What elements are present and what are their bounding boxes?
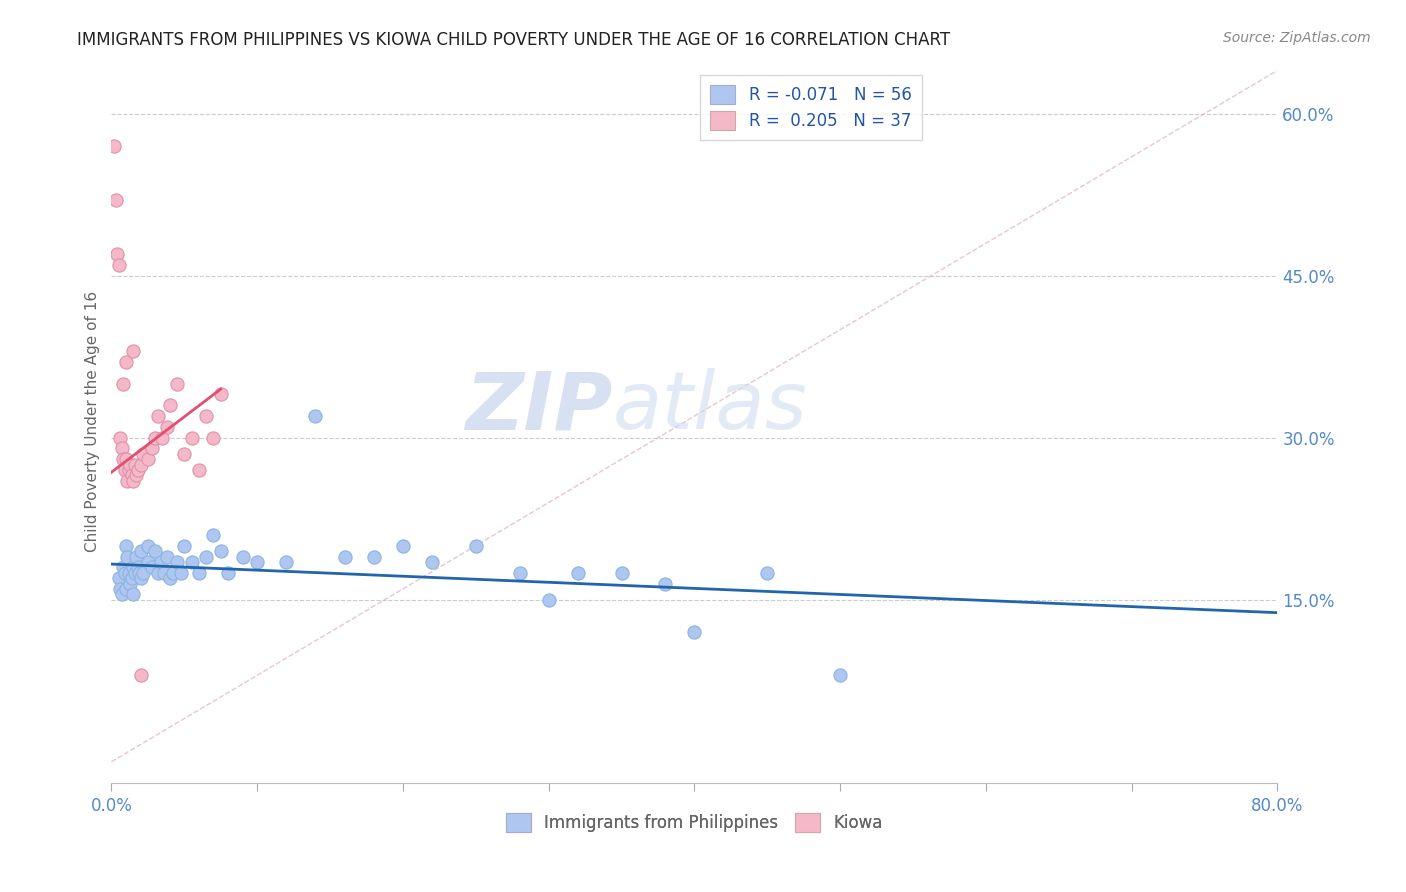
Text: IMMIGRANTS FROM PHILIPPINES VS KIOWA CHILD POVERTY UNDER THE AGE OF 16 CORRELATI: IMMIGRANTS FROM PHILIPPINES VS KIOWA CHI… [77,31,950,49]
Legend: Immigrants from Philippines, Kiowa: Immigrants from Philippines, Kiowa [498,805,891,840]
Point [187,463,209,477]
Point [195,549,218,564]
Point [120,576,142,591]
Point [108,582,131,596]
Point [107,258,129,272]
Point [122,587,145,601]
Point [110,442,132,456]
Point [115,355,138,369]
Point [276,555,298,569]
Point [104,193,127,207]
Point [166,555,188,569]
Point [333,549,356,564]
Point [173,539,195,553]
Point [392,539,415,553]
Point [209,387,232,401]
Point [209,544,232,558]
Point [114,566,136,580]
Point [125,549,148,564]
Point [124,458,146,472]
Point [683,625,706,640]
Point [136,539,159,553]
Point [103,139,125,153]
Point [170,566,193,580]
Point [217,566,239,580]
Point [232,549,254,564]
Point [122,344,145,359]
Point [246,555,269,569]
Point [508,566,530,580]
Point [110,587,132,601]
Point [132,447,155,461]
Point [121,468,143,483]
Point [143,544,166,558]
Point [112,560,135,574]
Text: atlas: atlas [613,368,807,446]
Point [129,571,152,585]
Point [180,431,202,445]
Point [120,458,142,472]
Point [122,474,145,488]
Point [143,431,166,445]
Point [127,463,149,477]
Point [149,555,172,569]
Point [180,555,202,569]
Point [118,463,141,477]
Point [654,576,676,591]
Point [121,571,143,585]
Point [125,468,148,483]
Point [420,555,443,569]
Point [156,420,179,434]
Point [114,463,136,477]
Point [537,592,560,607]
Point [122,560,145,574]
Point [610,566,633,580]
Point [108,431,131,445]
Point [129,458,152,472]
Point [159,398,181,412]
Point [363,549,385,564]
Point [117,549,139,564]
Point [187,566,209,580]
Point [756,566,779,580]
Point [173,447,195,461]
Point [115,539,138,553]
Point [202,528,225,542]
Point [152,431,174,445]
Point [202,431,225,445]
Point [141,560,163,574]
Point [136,452,159,467]
Point [112,452,135,467]
Point [464,539,486,553]
Point [115,582,138,596]
Point [129,544,152,558]
Point [115,452,138,467]
Point [132,566,155,580]
Text: ZIP: ZIP [465,368,613,446]
Y-axis label: Child Poverty Under the Age of 16: Child Poverty Under the Age of 16 [86,291,100,552]
Point [129,668,152,682]
Point [567,566,589,580]
Point [156,549,179,564]
Point [830,668,852,682]
Text: Source: ZipAtlas.com: Source: ZipAtlas.com [1223,31,1371,45]
Point [195,409,218,423]
Point [127,560,149,574]
Point [117,474,139,488]
Point [159,571,181,585]
Point [105,247,128,261]
Point [118,566,141,580]
Point [146,566,169,580]
Point [153,566,176,580]
Point [304,409,326,423]
Point [124,566,146,580]
Point [141,442,163,456]
Point [112,376,135,391]
Point [162,566,184,580]
Point [146,409,169,423]
Point [166,376,188,391]
Point [128,566,150,580]
Point [107,571,129,585]
Point [136,555,159,569]
